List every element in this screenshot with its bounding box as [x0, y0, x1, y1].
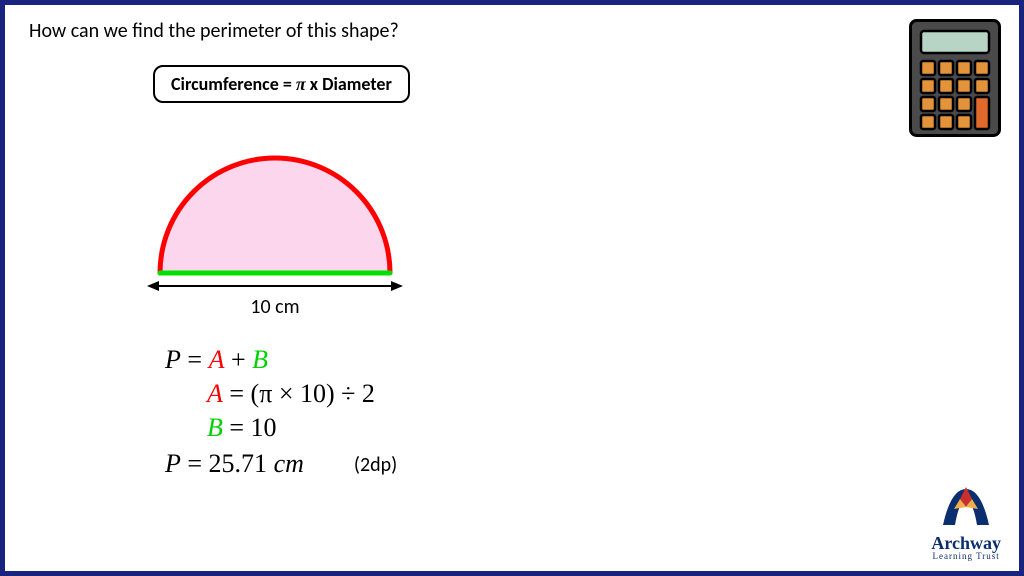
var-B: B — [252, 345, 268, 374]
var-A2: A — [207, 379, 223, 408]
question-text: How can we find the perimeter of this sh… — [29, 19, 399, 43]
semicircle-fill — [160, 158, 390, 273]
pi-symbol: π — [296, 74, 306, 94]
equations-block: P = A + B A = (π × 10) ÷ 2 B = 10 P = 25… — [165, 345, 397, 483]
calculator-icon — [909, 19, 1001, 142]
eq3-rest: = 10 — [223, 413, 277, 442]
eq-line-4: P = 25.71 cm (2dp) — [165, 449, 397, 479]
var-B2: B — [207, 413, 223, 442]
formula-suffix: x Diameter — [306, 73, 392, 95]
eq-sign: = — [181, 345, 209, 374]
var-A: A — [209, 345, 225, 374]
plus-sign: + — [224, 345, 252, 374]
formula-prefix: Circumference = — [171, 73, 296, 95]
eq-line-2: A = (π × 10) ÷ 2 — [207, 379, 397, 409]
eq-line-1: P = A + B — [165, 345, 397, 375]
semicircle-diagram — [145, 145, 405, 285]
diameter-label: 10 cm — [145, 295, 405, 319]
eq2-rest: = (π × 10) ÷ 2 — [223, 379, 375, 408]
eq-line-3: B = 10 — [207, 413, 397, 443]
var-P2: P — [165, 449, 181, 478]
eq4-rest: = 25.71 — [181, 449, 274, 478]
archway-logo: Archway Learning Trust — [931, 485, 1001, 561]
eq4-unit: cm — [274, 449, 304, 478]
var-P: P — [165, 345, 181, 374]
dimension-arrow — [145, 277, 405, 295]
eq4-note: (2dp) — [354, 453, 397, 477]
circumference-formula-box: Circumference = π x Diameter — [153, 65, 410, 103]
logo-subtitle: Learning Trust — [931, 552, 1001, 561]
logo-title: Archway — [931, 534, 1001, 552]
